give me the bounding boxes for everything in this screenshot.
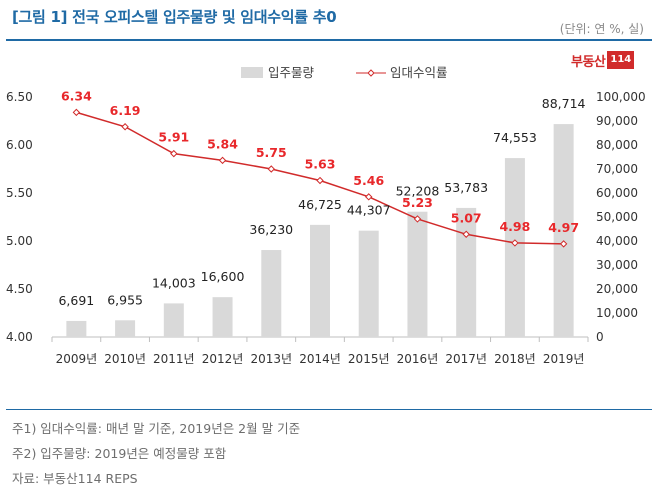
- source-logo: 부동산 114: [571, 50, 635, 70]
- line-value-label: 4.98: [499, 219, 530, 234]
- line-value-label: 4.97: [548, 220, 579, 235]
- line-value-label: 5.07: [451, 210, 482, 225]
- y-left-tick-label: 6.00: [6, 138, 33, 152]
- bar: [115, 320, 136, 337]
- line-series: [72, 108, 568, 248]
- logo-box: 114: [607, 51, 635, 69]
- y-right-tick-label: 10,000: [596, 306, 638, 320]
- axes: 2009년 2010년 2011년 2012년 2013년 2014년 2015년 2016년…: [6, 90, 646, 366]
- note-1: 주1) 임대수익률: 매년 말 기준, 2019년은 2월 말 기준: [12, 421, 301, 436]
- bar: [358, 230, 379, 337]
- line-marker: [413, 215, 422, 223]
- bar-value-label: 46,725: [298, 197, 342, 212]
- x-tick-label: 2018년: [494, 352, 536, 366]
- title-divider: [6, 39, 652, 41]
- data-labels: 6,691 6,955 14,003 16,600 36,230 46,725 44,307…: [58, 88, 585, 308]
- line-value-label: 6.19: [110, 103, 141, 118]
- bar-value-label: 6,691: [58, 293, 94, 308]
- y-left-tick-label: 4.00: [6, 330, 33, 344]
- line-value-label: 5.46: [353, 173, 384, 188]
- x-tick-label: 2016년: [397, 352, 439, 366]
- y-right-tick-label: 40,000: [596, 234, 638, 248]
- line-marker: [462, 230, 470, 238]
- legend-bar-label: 입주물량: [268, 65, 315, 80]
- line-value-label: 5.23: [402, 195, 433, 210]
- bar-value-label: 74,553: [493, 130, 537, 145]
- x-tick-label: 2014년: [299, 352, 341, 366]
- bar: [212, 297, 233, 337]
- legend: 입주물량 임대수익률: [241, 65, 448, 80]
- bar-value-label: 6,955: [107, 292, 143, 307]
- bar: [310, 224, 330, 337]
- line-value-label: 6.34: [61, 88, 92, 103]
- legend-line-label: 임대수익률: [390, 65, 448, 80]
- legend-bar-swatch: [241, 67, 263, 78]
- bar: [261, 250, 282, 337]
- x-tick-label: 2010년: [104, 352, 146, 366]
- y-right-tick-label: 20,000: [596, 282, 638, 296]
- x-tick-label: 2013년: [250, 352, 292, 366]
- y-right-tick-label: 0: [596, 330, 604, 344]
- bar: [66, 320, 87, 337]
- bar-value-label: 52,208: [396, 184, 440, 199]
- bar: [504, 158, 525, 337]
- line-value-label: 5.91: [158, 130, 189, 145]
- footer-divider: [6, 409, 652, 410]
- line-value-label: 5.75: [256, 145, 287, 160]
- x-tick-label: 2009년: [56, 352, 98, 366]
- line-marker: [121, 123, 129, 131]
- line-value-label: 5.84: [207, 136, 238, 151]
- y-right-tick-label: 60,000: [596, 186, 638, 200]
- x-tick-label: 2011년: [153, 352, 195, 366]
- line-marker: [170, 149, 178, 158]
- line-marker: [218, 156, 227, 165]
- line-marker: [267, 165, 275, 173]
- line-marker: [316, 176, 324, 185]
- x-tick-label: 2015년: [348, 352, 390, 366]
- y-right-tick-label: 50,000: [596, 210, 638, 224]
- chart: 입주물량 임대수익률 2009년 2010년 2011년 2012년 2013년 2014…: [6, 65, 646, 366]
- bar-value-label: 36,230: [249, 222, 293, 237]
- unit-label: (단위: 연 %, 실): [559, 22, 644, 36]
- y-left-tick-label: 5.00: [6, 234, 33, 248]
- line-value-label: 5.63: [305, 157, 336, 172]
- x-tick-label: 2017년: [445, 352, 487, 366]
- x-tick-label: 2019년: [543, 352, 585, 366]
- line-marker: [511, 239, 519, 247]
- y-right-tick-label: 70,000: [596, 162, 638, 176]
- notes: 주1) 임대수익률: 매년 말 기준, 2019년은 2월 말 기준 주2) 입…: [12, 416, 300, 491]
- y-right-tick-label: 100,000: [596, 90, 646, 104]
- y-left-tick-label: 5.50: [6, 186, 33, 200]
- bar-value-label: 44,307: [347, 203, 391, 218]
- note-2: 주2) 입주물량: 2019년은 예정물량 포함: [12, 446, 227, 461]
- line-marker: [72, 108, 81, 117]
- bar-value-label: 16,600: [201, 269, 245, 284]
- bar: [163, 303, 184, 337]
- x-tick-label: 2012년: [202, 352, 244, 366]
- source-note: 자료: 부동산114 REPS: [12, 471, 138, 486]
- legend-line-marker: [367, 69, 375, 77]
- logo-text: 부동산: [571, 54, 606, 70]
- bars: [66, 124, 574, 338]
- bar: [553, 124, 574, 338]
- y-right-tick-label: 80,000: [596, 138, 638, 152]
- y-right-tick-label: 30,000: [596, 258, 638, 272]
- line-marker: [559, 240, 568, 248]
- line-marker: [365, 193, 373, 201]
- bar-value-label: 14,003: [152, 275, 196, 290]
- bar: [407, 211, 428, 337]
- bar: [456, 207, 477, 337]
- y-left-tick-label: 4.50: [6, 282, 33, 296]
- bar-value-label: 53,783: [444, 180, 488, 195]
- y-right-tick-label: 90,000: [596, 114, 638, 128]
- y-left-tick-label: 6.50: [6, 90, 33, 104]
- bar-value-label: 88,714: [542, 96, 586, 111]
- chart-title: [그림 1] 전국 오피스텔 입주물량 및 임대수익률 추0: [12, 8, 337, 26]
